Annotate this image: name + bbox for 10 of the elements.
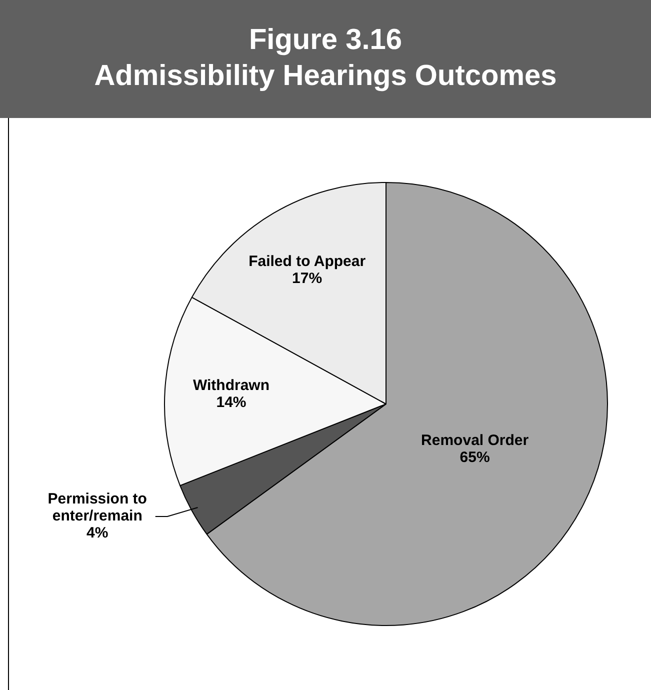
- slice-label: Failed to Appear: [248, 253, 366, 270]
- chart-subtitle: Admissibility Hearings Outcomes: [93, 59, 558, 94]
- chart-title: Figure 3.16: [248, 23, 404, 58]
- data-label: 4%: [86, 524, 108, 542]
- data-label: 17%: [292, 270, 322, 288]
- slice-label: Permission to enter/remain: [48, 490, 147, 525]
- slice-label: Removal Order: [421, 432, 529, 449]
- data-label: 65%: [460, 448, 490, 466]
- slice-label: Withdrawn: [192, 376, 270, 394]
- data-label: 14%: [216, 394, 246, 411]
